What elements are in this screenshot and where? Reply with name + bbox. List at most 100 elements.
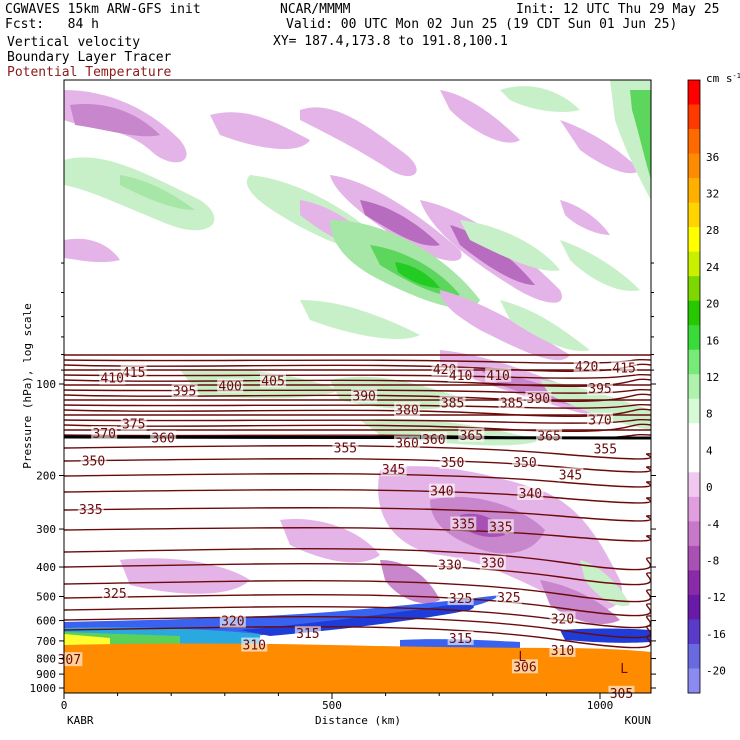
theta-contour: [64, 616, 651, 639]
contour-label-bg: [101, 585, 128, 600]
contour-label-bg: [450, 516, 477, 531]
colorbar-label: -4: [706, 518, 720, 531]
colorbar-swatch: [688, 545, 700, 571]
contour-label: 390: [352, 390, 375, 405]
y-tick-label: 600: [36, 615, 56, 628]
contour-label-bg: [294, 626, 321, 641]
contour-label: 385: [500, 397, 523, 412]
y-tick-label: 300: [36, 523, 56, 536]
x-endpoint-right: KOUN: [625, 714, 652, 727]
colorbar-label: 28: [706, 224, 719, 237]
x-axis-title: Distance (km): [315, 714, 401, 727]
contour-label-bg: [592, 441, 619, 456]
contour-label: 350: [441, 456, 464, 471]
theta-contour: [64, 563, 651, 586]
theta-contour: [64, 423, 651, 432]
theta-contour: [64, 606, 651, 629]
colorbar-label: -8: [706, 555, 719, 568]
colorbar-swatch: [688, 447, 700, 473]
contour-label-bg: [120, 416, 147, 431]
contour-label-bg: [487, 519, 514, 534]
contour-label: 335: [489, 520, 512, 535]
contour-label: 355: [334, 442, 357, 457]
contour-label-bg: [525, 390, 552, 405]
contour-label-bg: [517, 485, 544, 500]
contour-label-bg: [394, 435, 421, 450]
colorbar-label: 24: [706, 261, 720, 274]
contour-label: 385: [441, 397, 464, 412]
contour-label-bg: [332, 440, 359, 455]
contour-label-bg: [171, 383, 198, 398]
contour-label-bg: [458, 427, 485, 442]
contour-label: 390: [527, 392, 550, 407]
y-tick-label: 400: [36, 561, 56, 574]
plot-frame: [63, 79, 652, 694]
contour-label-bg: [549, 642, 576, 657]
contour-label-bg: [420, 432, 447, 447]
colorbar-swatch: [688, 80, 700, 106]
contour-label-bg: [150, 430, 177, 445]
x-tick-label: 0: [61, 699, 68, 712]
colorbar-label: -16: [706, 628, 726, 641]
contour-label: 330: [481, 557, 504, 572]
colorbar-label: 8: [706, 408, 713, 421]
colorbar-swatch: [688, 178, 700, 204]
contour-label-bg: [495, 589, 522, 604]
colorbar-swatch: [688, 472, 700, 498]
contour-label: 370: [92, 427, 115, 442]
colorbar-label: 32: [706, 187, 719, 200]
contour-label-bg: [380, 462, 407, 477]
colorbar-swatch: [688, 325, 700, 351]
contour-label: 405: [261, 374, 284, 389]
contour-label: 360: [422, 433, 445, 448]
contour-label: 370: [588, 414, 611, 429]
contour-label-bg: [120, 364, 147, 379]
contour-label: 365: [460, 429, 483, 444]
colorbar-swatch: [688, 619, 700, 645]
contour-label: 410: [486, 369, 509, 384]
colorbar-swatch: [688, 521, 700, 547]
theta-contour: [64, 473, 651, 488]
colorbar: 36 32 28 24 20 16 12 8 4 0 -4 -8 -12 -16 -20: [687, 79, 726, 694]
y-tick-label: 1000: [30, 682, 57, 695]
theta-contour: [64, 358, 651, 364]
low-marker: L: [518, 650, 526, 665]
contour-label: 360: [151, 431, 174, 446]
y-tick-label: 200: [36, 470, 56, 483]
colorbar-swatch: [688, 104, 700, 130]
colorbar-swatch: [688, 496, 700, 522]
contour-label: 355: [594, 442, 617, 457]
contour-label-bg: [611, 360, 638, 375]
model-title: CGWAVES 15km ARW-GFS init: [5, 2, 201, 17]
y-tick-label: 100: [36, 378, 56, 391]
contour-label: 395: [588, 382, 611, 397]
contour-label: 345: [382, 463, 405, 478]
contour-label: 340: [430, 485, 453, 500]
contour-label: 325: [497, 591, 520, 606]
contour-label-bg: [428, 483, 455, 498]
contour-label-bg: [436, 557, 463, 572]
contour-label-bg: [241, 637, 268, 652]
field-boundary-layer-tracer: Boundary Layer Tracer: [7, 50, 172, 65]
contour-label: 310: [243, 639, 266, 654]
contour-label: 375: [122, 418, 145, 433]
contour-label: 330: [438, 558, 461, 573]
colorbar-swatch: [688, 129, 700, 155]
init-time: Init: 12 UTC Thu 29 May 25: [516, 2, 720, 17]
theta-contour: [64, 548, 651, 571]
valid-time: Valid: 00 UTC Mon 02 Jun 25 (19 CDT Sun …: [286, 17, 678, 32]
colorbar-swatch: [688, 374, 700, 400]
contour-label: 415: [612, 362, 635, 377]
y-tick-label: 500: [36, 590, 56, 603]
contour-label: 345: [559, 469, 582, 484]
contour-label: 380: [395, 403, 418, 418]
contour-label-bg: [511, 455, 538, 470]
contour-label: 307: [58, 653, 81, 668]
colorbar-swatch: [688, 153, 700, 179]
colorbar-frame: [687, 79, 701, 694]
contour-label-bg: [536, 428, 563, 443]
contour-label-bg: [99, 370, 126, 385]
theta-contour: [64, 408, 651, 417]
